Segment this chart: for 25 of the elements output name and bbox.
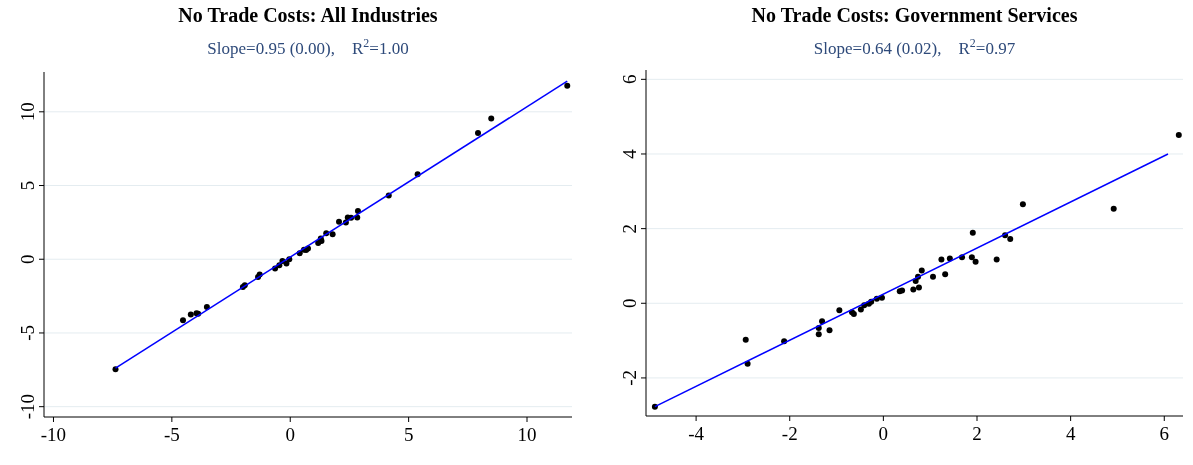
x-tick-label: 2 — [972, 423, 982, 444]
y-tick-label: 5 — [17, 180, 38, 191]
x-tick-label: -5 — [163, 424, 180, 445]
chart-subtitle: Slope=0.64 (0.02), R$^{2}$=0.97 — [813, 36, 1016, 58]
y-tick-label: 0 — [17, 254, 38, 264]
y-tick-label: -5 — [17, 325, 38, 341]
x-tick-label: 0 — [285, 424, 295, 445]
y-tick-label: 0 — [619, 298, 640, 309]
y-tick-label: 10 — [17, 102, 38, 122]
x-tick-label: 0 — [878, 423, 889, 444]
y-tick-label: -10 — [17, 394, 38, 420]
y-tick-label: 2 — [619, 223, 640, 234]
y-tick-label: -2 — [619, 370, 640, 386]
x-tick-label: -2 — [781, 423, 798, 444]
x-tick-label: -4 — [688, 423, 705, 444]
y-tick-label: 6 — [619, 74, 640, 85]
chart-subtitle: Slope=0.95 (0.00), R$^{2}$=1.00 — [207, 36, 409, 58]
x-tick-label: 10 — [517, 424, 537, 445]
x-tick-label: 6 — [1159, 423, 1170, 444]
y-tick-label: 4 — [619, 148, 640, 159]
chart-title: No Trade Costs: All Industries — [178, 4, 438, 26]
chart-title: No Trade Costs: Government Services — [751, 4, 1078, 26]
x-tick-label: 5 — [403, 424, 414, 445]
x-tick-label: -10 — [40, 424, 67, 445]
x-tick-label: 4 — [1065, 423, 1076, 444]
